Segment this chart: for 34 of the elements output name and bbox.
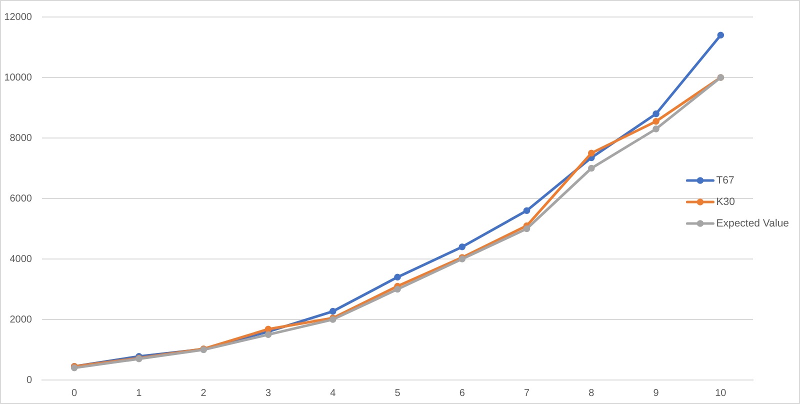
x-tick-label: 10 [715, 388, 727, 399]
point [588, 164, 595, 172]
y-tick-label: 6000 [10, 193, 32, 204]
y-tick-label: 10000 [4, 72, 32, 84]
y-tick-label: 0 [26, 374, 32, 386]
y-tick-label: 2000 [10, 314, 32, 326]
y-tick-label: 4000 [10, 254, 32, 265]
point [652, 110, 660, 118]
point [652, 118, 660, 125]
point [588, 150, 595, 157]
x-tick-label: 9 [653, 388, 660, 399]
point [652, 126, 660, 132]
point [329, 308, 336, 315]
x-tick-label: 7 [524, 388, 530, 399]
point [523, 225, 530, 232]
point [523, 207, 530, 214]
x-tick-label: 4 [330, 388, 336, 399]
x-tick-label: 8 [588, 388, 595, 399]
x-tick-label: 1 [136, 388, 142, 399]
x-tick-label: 3 [265, 388, 272, 399]
x-tick-label: 0 [72, 388, 78, 399]
legend-label: K30 [716, 196, 736, 208]
y-tick-label: 8000 [10, 132, 32, 144]
point [458, 244, 466, 250]
point [717, 32, 724, 39]
y-tick-label: 12000 [4, 12, 32, 23]
x-tick-label: 2 [200, 388, 207, 399]
point [394, 286, 401, 293]
legend-label: T67 [716, 174, 734, 186]
x-tick-label: 6 [459, 388, 466, 399]
point [264, 331, 272, 338]
legend-label: Expected Value [716, 217, 790, 230]
x-tick-label: 5 [394, 388, 401, 399]
point [394, 274, 401, 281]
